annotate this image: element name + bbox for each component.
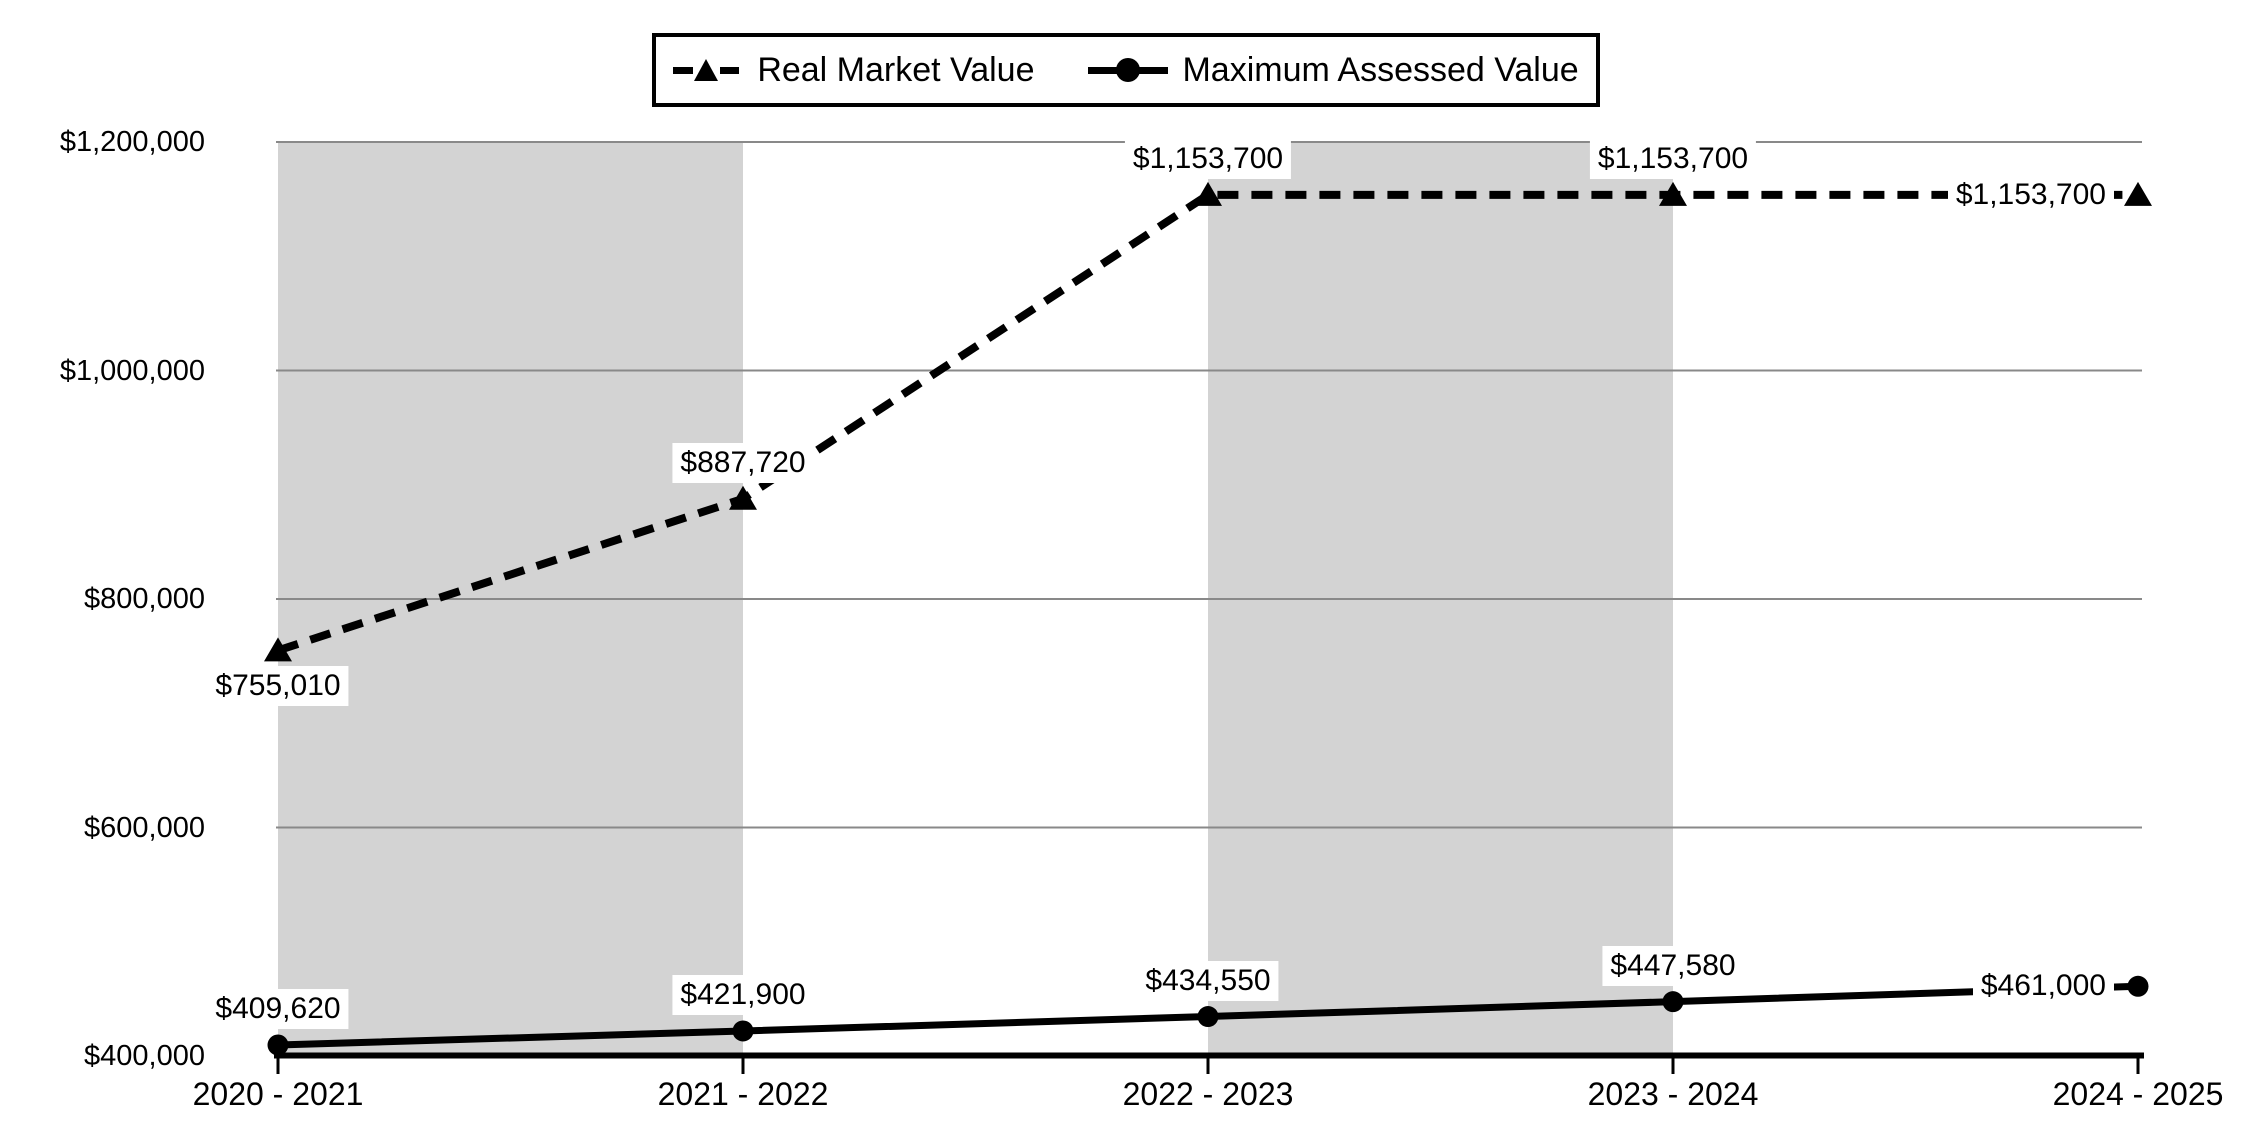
solid-line-circle-marker-icon: [1088, 57, 1169, 83]
x-axis-category-label: 2020 - 2021: [192, 1076, 364, 1112]
marker-circle-icon: [1197, 1006, 1219, 1028]
data-label: $1,153,700: [1124, 138, 1292, 179]
data-label: $1,153,700: [1589, 138, 1757, 179]
legend: Real Market Value Maximum Assessed Value: [652, 33, 1600, 107]
legend-label-real-market-value: Real Market Value: [757, 50, 1035, 89]
data-label: $447,580: [1602, 945, 1744, 986]
y-axis-tick-label: $600,000: [84, 811, 205, 844]
shaded-band: [1208, 142, 1673, 1053]
marker-circle-icon: [1662, 991, 1684, 1013]
marker-triangle-icon: [2124, 181, 2152, 206]
x-axis-category-label: 2024 - 2025: [2052, 1076, 2224, 1112]
series-line-real-market-value: [276, 190, 2138, 655]
marker-circle-icon: [732, 1020, 754, 1042]
marker-circle-icon: [2127, 975, 2149, 997]
data-label: $755,010: [207, 666, 349, 707]
marker-triangle-icon: [264, 637, 292, 662]
y-axis-tick-label: $800,000: [84, 583, 205, 615]
y-axis-tick-label: $1,200,000: [59, 126, 205, 158]
shaded-band: [278, 142, 743, 1053]
data-label: $421,900: [672, 974, 814, 1015]
dashed-line-triangle-marker-icon: [673, 57, 740, 83]
data-label: $887,720: [672, 442, 814, 483]
marker-circle-icon: [267, 1034, 289, 1056]
data-label: $409,620: [207, 989, 349, 1029]
marker-triangle-icon: [1659, 181, 1687, 206]
legend-label-maximum-assessed-value: Maximum Assessed Value: [1182, 50, 1579, 89]
y-axis-tick-label: $400,000: [84, 1040, 205, 1072]
y-axis-tick-label: $1,000,000: [59, 354, 205, 387]
marker-triangle-icon: [729, 485, 757, 510]
x-axis-category-label: 2021 - 2022: [657, 1076, 829, 1112]
x-axis-category-label: 2023 - 2024: [1587, 1076, 1759, 1112]
data-label: $1,153,700: [1947, 174, 2114, 215]
x-axis-category-label: 2022 - 2023: [1122, 1076, 1294, 1112]
marker-triangle-icon: [1194, 181, 1222, 206]
data-label: $434,550: [1137, 960, 1279, 1001]
data-label: $461,000: [1972, 966, 2114, 1007]
